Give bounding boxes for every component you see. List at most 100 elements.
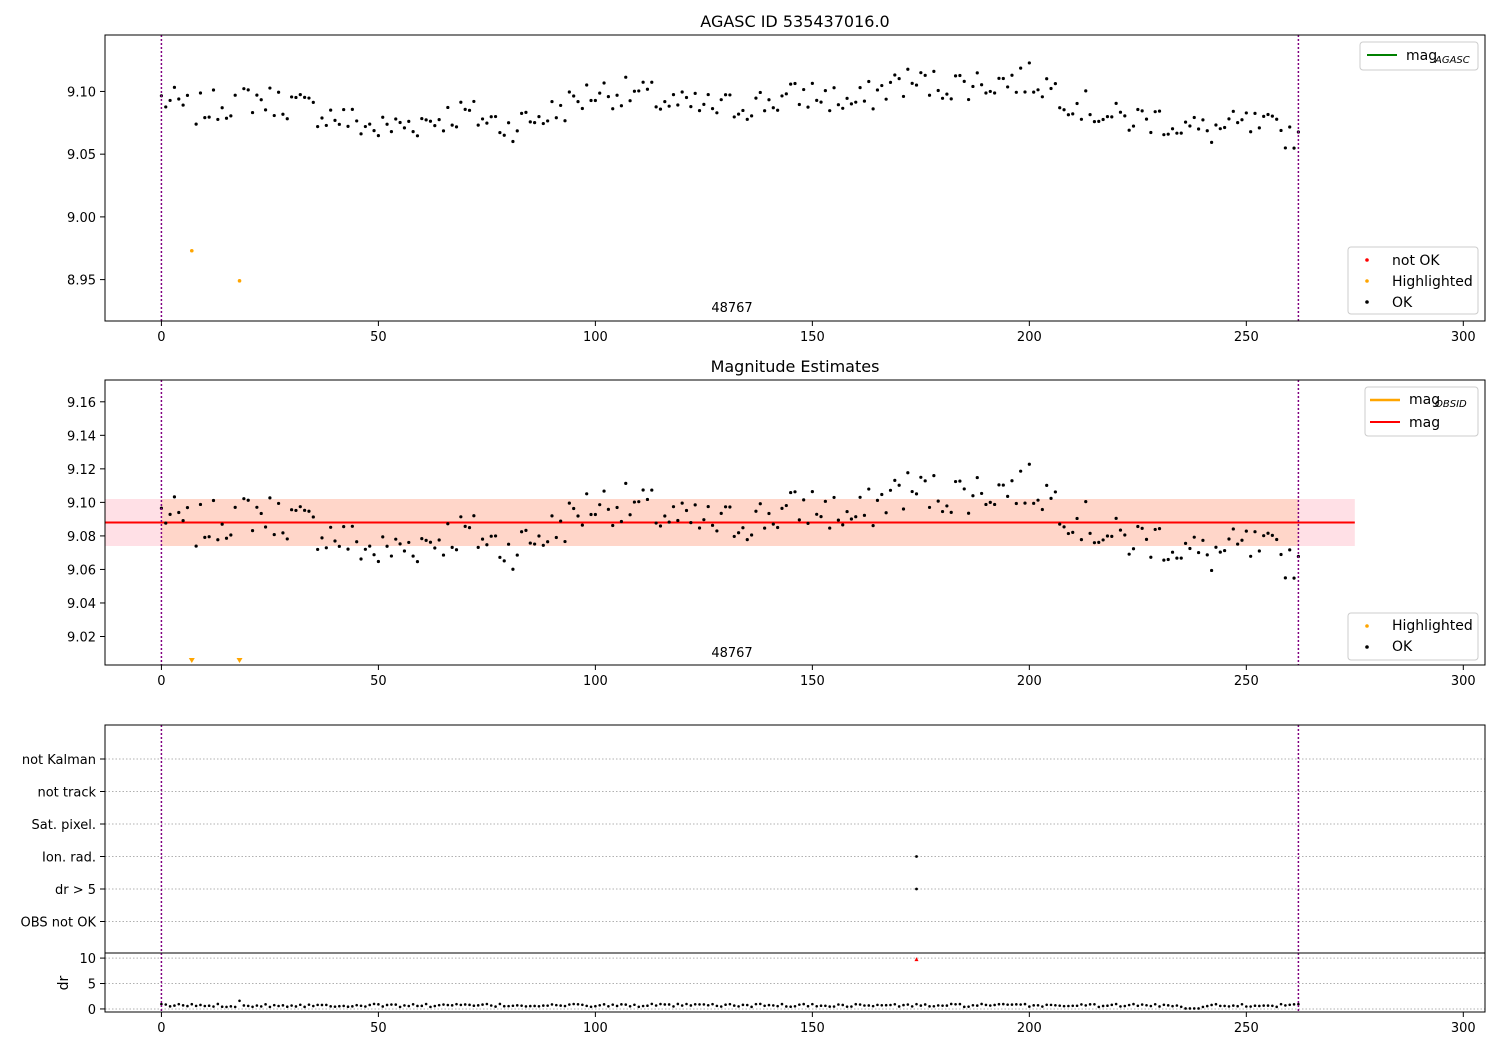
dr-point xyxy=(954,1003,957,1006)
dr-point xyxy=(1218,1004,1222,1008)
ok-point xyxy=(1179,556,1183,560)
ok-point xyxy=(437,118,441,122)
ok-point xyxy=(1240,118,1244,122)
ok-point xyxy=(589,98,593,103)
dr-point xyxy=(424,1002,428,1006)
ok-point xyxy=(815,98,819,102)
ok-point xyxy=(181,518,185,523)
ok-point xyxy=(181,103,185,107)
ok-point xyxy=(1257,126,1261,130)
dr-point xyxy=(537,1004,541,1008)
ok-point xyxy=(572,506,576,511)
dr-point xyxy=(602,1003,606,1006)
ok-point xyxy=(767,511,771,516)
ok-point xyxy=(706,92,710,97)
ok-point xyxy=(966,511,971,515)
ok-point xyxy=(376,134,380,138)
ok-point xyxy=(919,71,923,75)
dr-point xyxy=(811,1002,814,1006)
ok-point xyxy=(936,88,940,93)
ok-point xyxy=(602,489,606,493)
dr-point xyxy=(502,1004,506,1008)
ok-point xyxy=(420,537,424,541)
ok-point xyxy=(1066,531,1070,536)
ok-point xyxy=(1006,85,1010,89)
flag-label: Sat. pixel. xyxy=(32,818,96,833)
ok-point xyxy=(546,119,550,123)
dr-point xyxy=(203,1004,207,1008)
ok-point xyxy=(802,498,806,502)
agasc-title: AGASC ID 535437016.0 xyxy=(700,12,889,31)
dr-point xyxy=(1080,1003,1083,1006)
ok-point xyxy=(810,490,814,494)
y-tick-label: 9.05 xyxy=(67,148,96,163)
ok-point xyxy=(415,560,420,564)
dr-point xyxy=(754,1002,758,1006)
ok-point xyxy=(997,76,1001,80)
highlighted-out-of-range-marker xyxy=(236,658,243,663)
ok-point xyxy=(858,495,862,499)
ok-point xyxy=(624,481,628,485)
y-tick-label: 9.02 xyxy=(67,631,96,646)
dr-point xyxy=(563,1004,567,1008)
dr-point xyxy=(255,1004,259,1007)
dr-outlier-point xyxy=(914,957,919,962)
dr-point xyxy=(1258,1004,1261,1008)
legend-box xyxy=(1359,41,1479,71)
ok-point xyxy=(953,479,958,484)
ok-point xyxy=(1114,516,1118,520)
ok-point xyxy=(407,119,411,124)
ok-point xyxy=(849,102,854,106)
x-tick-label: 50 xyxy=(370,1021,387,1036)
ok-point xyxy=(467,526,472,530)
dr-point xyxy=(1140,1003,1144,1006)
dr-point xyxy=(351,1005,354,1008)
dr-point xyxy=(1245,1005,1248,1008)
ok-point xyxy=(1053,82,1057,86)
ok-point xyxy=(940,509,945,514)
ok-point xyxy=(346,124,350,129)
ok-point xyxy=(576,100,580,104)
dr-point xyxy=(194,1004,198,1008)
dr-point xyxy=(667,1003,671,1006)
ok-point xyxy=(1027,462,1031,466)
ok-point xyxy=(1088,112,1092,117)
dr-point xyxy=(798,1003,801,1006)
ok-point xyxy=(1105,115,1110,119)
ok-point xyxy=(303,95,307,99)
ok-point xyxy=(949,97,953,101)
ok-point xyxy=(389,130,394,134)
dr-point xyxy=(1067,1004,1070,1008)
ok-point xyxy=(298,93,302,97)
dr-point xyxy=(793,1004,797,1008)
dr-point xyxy=(268,1005,272,1009)
ok-point xyxy=(411,130,415,134)
ok-point xyxy=(541,121,545,126)
dr-point xyxy=(429,1005,432,1009)
ok-point xyxy=(888,488,893,492)
ok-point xyxy=(585,492,589,496)
ok-point xyxy=(780,94,784,98)
dr-point xyxy=(550,1003,554,1006)
ok-point xyxy=(216,538,220,542)
ok-point xyxy=(342,525,346,529)
ok-point xyxy=(1118,528,1123,532)
ok-point xyxy=(841,523,845,527)
ok-point xyxy=(962,79,966,83)
y-tick-label: 9.14 xyxy=(67,429,96,444)
dr-point xyxy=(802,1002,805,1006)
ok-point xyxy=(1188,546,1192,551)
dr-point xyxy=(611,1003,615,1006)
ok-point xyxy=(1040,95,1044,99)
ok-point xyxy=(567,90,571,94)
ok-point xyxy=(224,116,229,120)
dr-point xyxy=(719,1005,723,1008)
agasc-line-legend: mag AGASC xyxy=(1359,41,1479,71)
dr-point xyxy=(758,1002,762,1006)
ok-point xyxy=(311,515,315,519)
dr-point xyxy=(251,1005,254,1009)
dr-point xyxy=(229,1005,233,1008)
ok-point xyxy=(385,544,389,548)
ok-point xyxy=(880,83,884,88)
ok-point xyxy=(220,106,224,110)
